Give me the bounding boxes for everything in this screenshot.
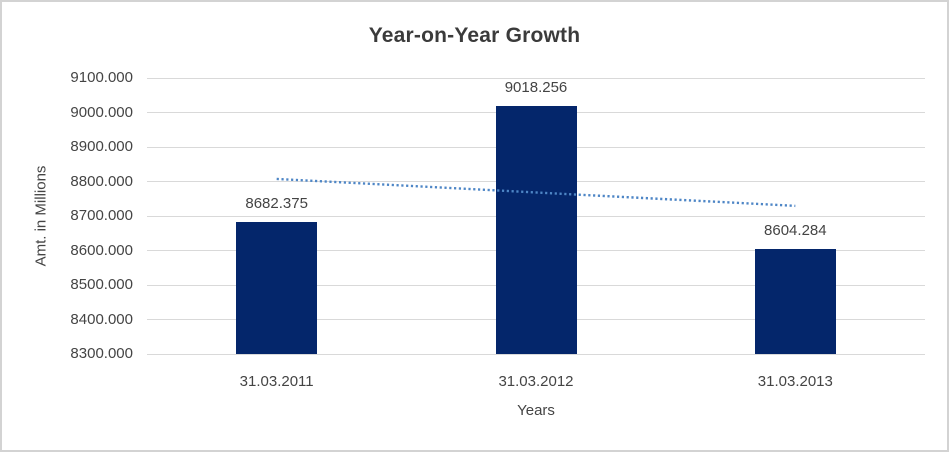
bar-data-label: 8604.284 [764, 222, 827, 240]
y-tick-label: 8900.000 [70, 138, 133, 155]
x-tick-label: 31.03.2011 [239, 373, 314, 390]
y-tick-label: 8700.000 [70, 207, 133, 224]
trendline [276, 177, 796, 208]
bar-31.03.2011 [236, 222, 318, 354]
bar-data-label: 9018.256 [504, 79, 568, 97]
x-tick-label: 31.03.2013 [757, 373, 833, 390]
y-tick-label: 8600.000 [70, 241, 133, 259]
chart-title: Year-on-Year Growth [368, 24, 581, 47]
y-tick-label: 8300.000 [70, 345, 133, 362]
bar-31.03.2012 [495, 106, 577, 354]
x-tick-label: 31.03.2012 [498, 373, 574, 390]
y-tick-label: 9000.000 [70, 103, 133, 121]
y-tick-label: 9100.000 [70, 69, 133, 86]
y-tick-label: 8400.000 [70, 310, 133, 328]
gridline [147, 77, 925, 79]
y-tick-label: 8500.000 [70, 276, 133, 293]
gridline [147, 353, 925, 355]
y-tick-label: 8800.000 [70, 172, 133, 190]
x-axis-title: Years [517, 402, 555, 419]
bar-data-label: 8682.375 [245, 195, 308, 213]
plot-area [147, 77, 925, 355]
bar-31.03.2013 [754, 249, 836, 354]
